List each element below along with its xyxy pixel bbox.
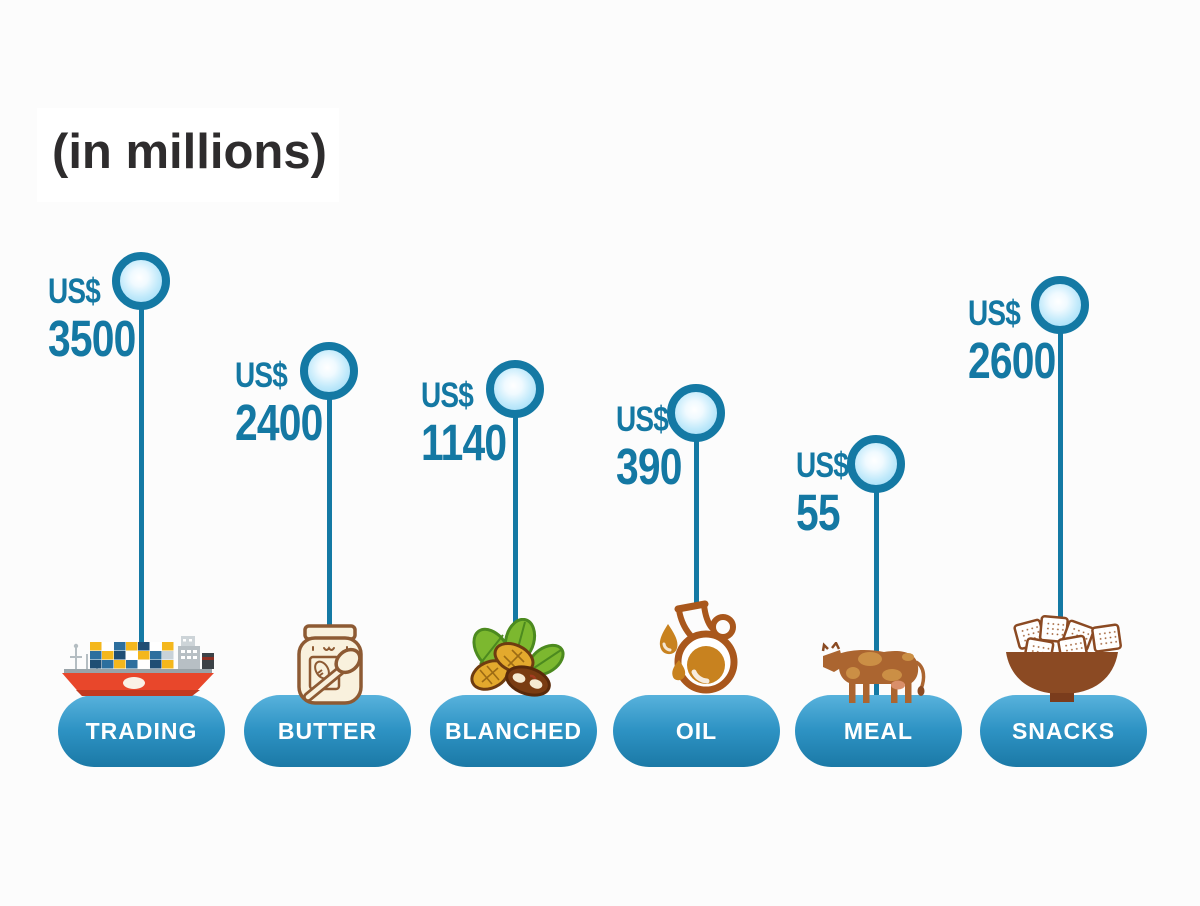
chart-title: (in millions): [52, 125, 327, 179]
category-pill-trading: TRADING: [58, 695, 225, 767]
cow-icon: [821, 642, 926, 703]
cow-patches: [846, 652, 914, 681]
title-background: [37, 108, 339, 202]
value-number: 3500: [48, 309, 136, 367]
oil-jug-icon: [659, 600, 738, 694]
crackers: [1013, 615, 1122, 667]
stem-line: [694, 413, 699, 606]
cow-udder: [891, 680, 905, 690]
ship-containers: [90, 642, 174, 669]
butter-jar-icon: [297, 624, 363, 705]
value-label: US$ 390: [616, 400, 682, 492]
bowl-base: [1050, 693, 1074, 702]
spoon: [303, 647, 362, 702]
currency-prefix: US$: [421, 376, 474, 415]
currency-prefix: US$: [968, 294, 1021, 333]
currency-prefix: US$: [616, 400, 669, 439]
category-label: MEAL: [843, 717, 914, 744]
ship-funnel: [202, 653, 214, 669]
category-label: SNACKS: [1011, 717, 1116, 744]
value-number: 2600: [968, 331, 1056, 389]
value-number: 2400: [235, 393, 323, 451]
stem-line: [513, 389, 518, 626]
balloon-marker: [486, 360, 544, 418]
category-pill-blanched: BLANCHED: [430, 695, 597, 767]
value-number: 55: [796, 483, 841, 541]
balloon-marker: [1031, 276, 1089, 334]
value-label: US$ 3500: [48, 272, 136, 364]
category-pill-oil: OIL: [613, 695, 780, 767]
bowl: [1006, 652, 1118, 694]
jug-oil: [687, 646, 725, 684]
category-pill-meal: MEAL: [795, 695, 962, 767]
category-label: OIL: [675, 717, 718, 744]
value-label: US$ 55: [796, 446, 849, 541]
cow-horns: [821, 642, 841, 652]
currency-prefix: US$: [235, 356, 288, 395]
oil-drops: [659, 624, 686, 681]
stem-line: [1058, 305, 1063, 622]
balloon-marker: [112, 252, 170, 310]
category-label: BLANCHED: [444, 717, 583, 744]
currency-prefix: US$: [48, 272, 101, 311]
value-label: US$ 1140: [421, 376, 507, 471]
balloon-marker: [300, 342, 358, 400]
peanut-shells: [470, 641, 535, 691]
balloon-marker: [667, 384, 725, 442]
stem-line: [874, 464, 879, 715]
stem-line: [327, 371, 332, 632]
snacks-bowl-icon: [1006, 615, 1122, 702]
value-label: US$ 2600: [968, 294, 1056, 386]
cargo-ship-icon: [62, 636, 214, 696]
ship-deck: [64, 669, 212, 673]
stem-line: [139, 281, 144, 648]
open-peanut-pod: [505, 665, 551, 697]
balloon-marker: [847, 435, 905, 493]
value-number: 1140: [421, 413, 507, 471]
category-label: BUTTER: [277, 717, 378, 744]
peanuts-icon: [470, 618, 565, 697]
currency-prefix: US$: [796, 446, 849, 485]
value-label: US$ 2400: [235, 356, 323, 448]
category-pill-snacks: SNACKS: [980, 695, 1147, 767]
value-number: 390: [616, 437, 682, 495]
category-pill-butter: BUTTER: [244, 695, 411, 767]
category-label: TRADING: [85, 717, 198, 744]
